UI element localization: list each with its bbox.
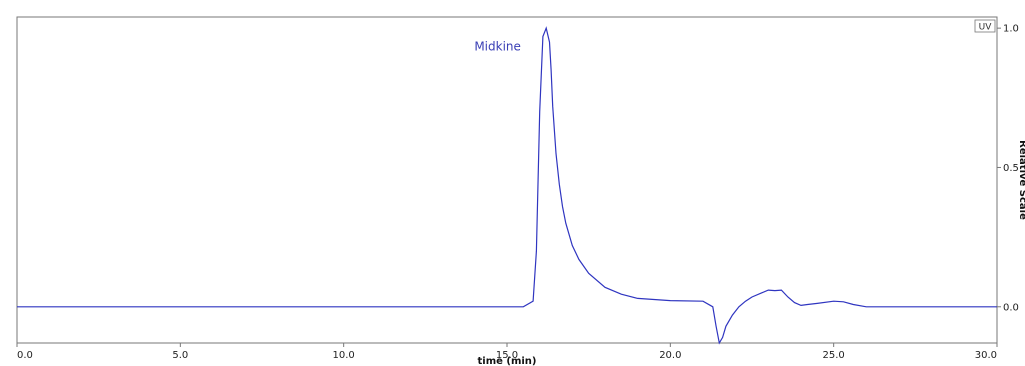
x-tick-label: 10.0 [333,350,355,361]
peak-annotation: Midkine [474,39,521,53]
legend-box [974,19,996,33]
x-tick-label: 15.0 [496,350,518,361]
uv-trace-line [17,26,997,345]
x-tick-label: 30.0 [975,350,997,361]
y-axis-title: Relative Scale [1017,140,1025,220]
legend: UV [974,19,996,33]
x-tick-label: 25.0 [823,350,845,361]
x-axis-title: time (min) [478,356,537,366]
y-tick-label: 0.0 [1003,302,1019,313]
x-tick-label: 0.0 [17,350,33,361]
x-tick-label: 5.0 [172,350,188,361]
legend-label: UV [979,23,993,33]
y-axis-ticks: 0.0 0.5 1.0 [997,24,1019,313]
x-axis-ticks: 0.0 5.0 10.0 15.0 20.0 25.0 30.0 [16,343,998,361]
y-tick-label: 0.5 [1003,163,1019,174]
plot-area [16,16,998,344]
y-tick-label: 1.0 [1003,24,1019,35]
x-tick-label: 20.0 [659,350,681,361]
